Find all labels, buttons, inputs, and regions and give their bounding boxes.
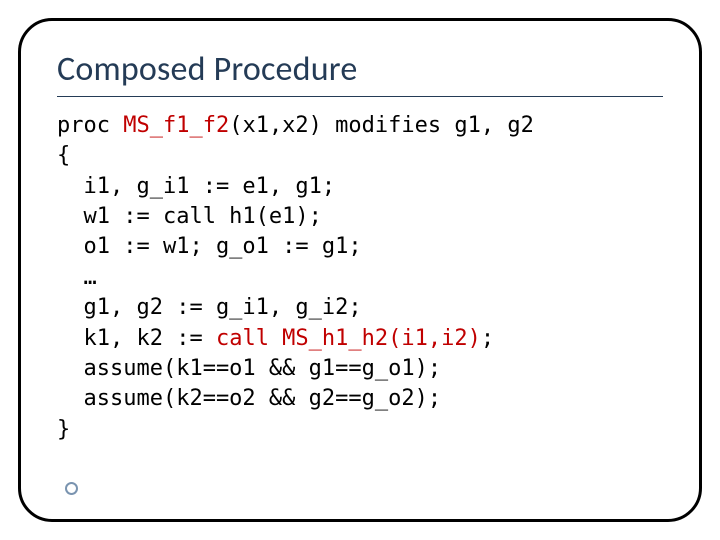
code-line-8: k1, k2 := call MS_h1_h2(i1,i2); — [57, 326, 494, 351]
l8-post: ; — [481, 326, 494, 351]
code-line-10: assume(k2==o2 && g2==g_o2); — [57, 386, 441, 411]
slide: Composed Procedure proc MS_f1_f2(x1,x2) … — [0, 0, 720, 540]
code-line-5: o1 := w1; g_o1 := g1; — [57, 234, 362, 259]
code-line-1: proc MS_f1_f2(x1,x2) modifies g1, g2 — [57, 113, 534, 138]
kw-proc: proc — [57, 113, 123, 138]
code-line-3: i1, g_i1 := e1, g1; — [57, 174, 335, 199]
l8-call: call MS_h1_h2(i1,i2) — [216, 326, 481, 351]
proc-sig: (x1,x2) modifies g1, g2 — [229, 113, 534, 138]
code-line-11: } — [57, 417, 70, 442]
code-line-6: … — [57, 265, 97, 290]
code-line-7: g1, g2 := g_i1, g_i2; — [57, 295, 362, 320]
proc-name: MS_f1_f2 — [123, 113, 229, 138]
slide-title: Composed Procedure — [57, 49, 663, 90]
code-line-4: w1 := call h1(e1); — [57, 204, 322, 229]
l8-pre: k1, k2 := — [57, 326, 216, 351]
slide-frame: Composed Procedure proc MS_f1_f2(x1,x2) … — [18, 18, 702, 522]
code-line-9: assume(k1==o1 && g1==g_o1); — [57, 356, 441, 381]
code-block: proc MS_f1_f2(x1,x2) modifies g1, g2 { i… — [57, 111, 663, 445]
corner-dot-icon — [65, 482, 78, 495]
title-underline — [57, 96, 663, 97]
code-line-2: { — [57, 143, 70, 168]
